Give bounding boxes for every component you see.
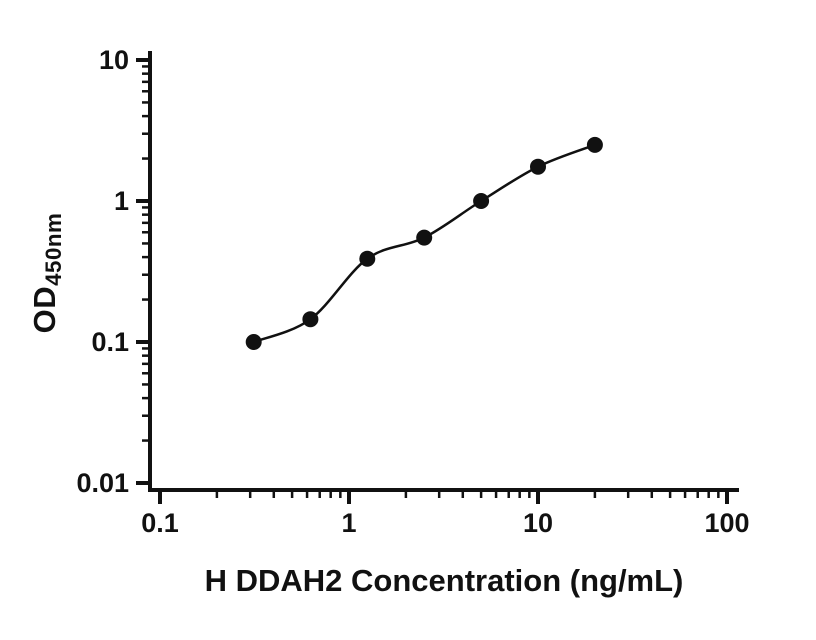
y-tick-label: 1 (114, 186, 129, 216)
y-axis-title-subscript: 450nm (41, 212, 67, 286)
data-point (586, 136, 603, 153)
axis-ticks (136, 58, 729, 504)
y-tick-label: 0.01 (76, 468, 129, 498)
x-tick-label: 100 (704, 508, 749, 538)
data-point (359, 250, 376, 267)
y-axis-title: OD450nm (27, 213, 67, 334)
x-tick-label: 1 (341, 508, 356, 538)
data-point (530, 158, 546, 175)
x-tick-label: 0.1 (141, 508, 179, 538)
axes (148, 51, 739, 492)
y-tick-label: 10 (99, 45, 129, 75)
x-tick-label: 10 (523, 508, 553, 538)
data-point (245, 334, 262, 350)
data-point (473, 193, 490, 209)
data-point (416, 229, 433, 246)
data-point (302, 311, 319, 328)
y-tick-label: 0.1 (91, 327, 129, 357)
y-axis-title-main: OD (26, 285, 62, 334)
tick-labels: 0.01 0.1 1 10 0.1 1 10 100 (76, 45, 749, 538)
data-points (245, 136, 603, 350)
x-axis-title: H DDAH2 Concentration (ng/mL) (204, 563, 684, 598)
